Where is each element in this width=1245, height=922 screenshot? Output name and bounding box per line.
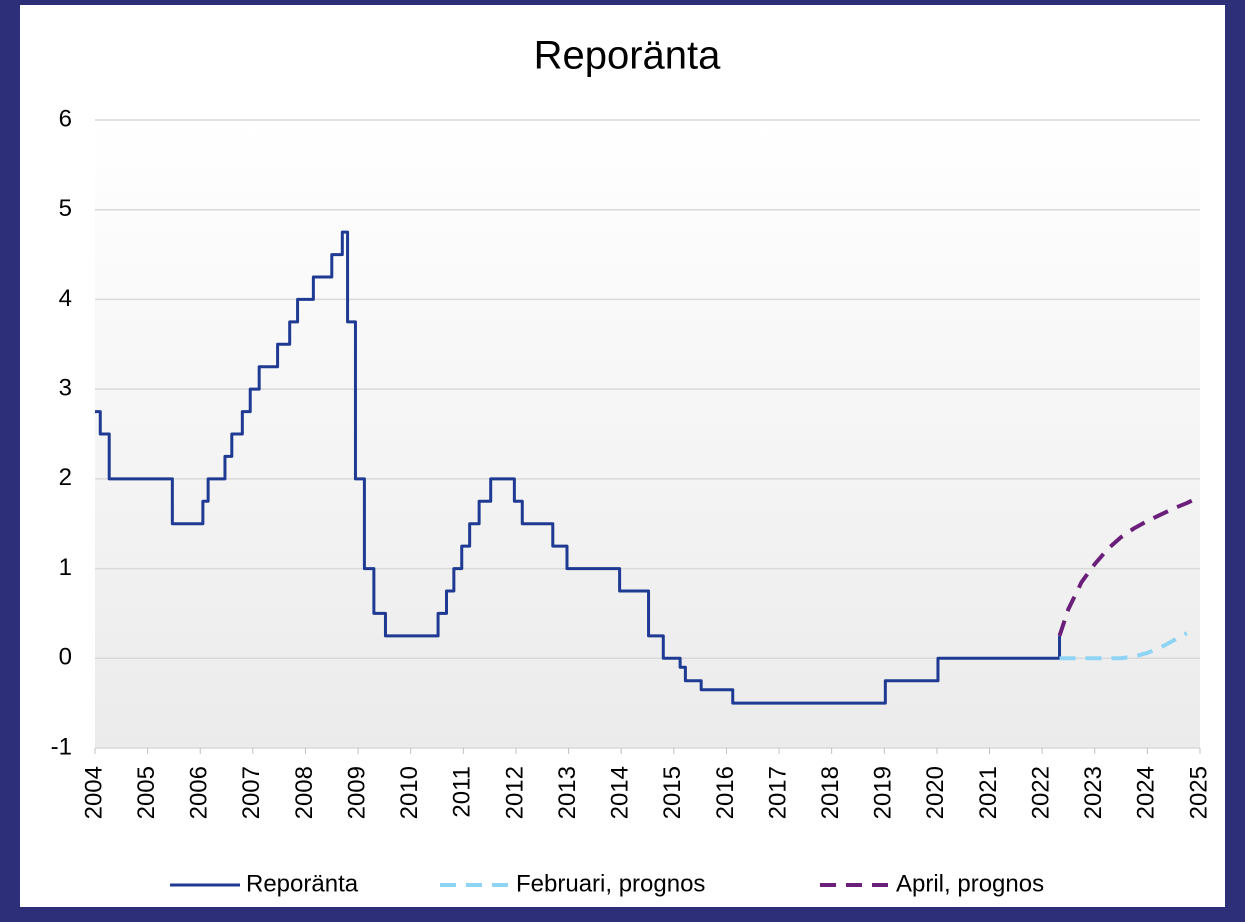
y-tick-label: 6 [59,105,72,132]
x-tick-label: 2016 [712,766,739,819]
x-tick-label: 2024 [1133,766,1160,819]
x-tick-label: 2023 [1080,766,1107,819]
x-tick-label: 2021 [975,766,1002,819]
x-tick-label: 2010 [396,766,423,819]
y-tick-label: -1 [51,733,72,760]
x-tick-label: 2008 [291,766,318,819]
x-tick-label: 2015 [659,766,686,819]
x-tick-label: 2025 [1185,766,1212,819]
x-tick-label: 2013 [554,766,581,819]
x-tick-label: 2006 [186,766,213,819]
y-tick-label: 3 [59,374,72,401]
series-line [1059,631,1188,661]
y-tick-label: 4 [59,285,72,312]
y-tick-label: 1 [59,554,72,581]
x-tick-label: 2014 [607,766,634,819]
legend-label: Reporänta [246,870,359,897]
series-line [1057,494,1201,637]
x-tick-label: 2004 [80,766,107,819]
y-tick-label: 5 [59,195,72,222]
y-tick-label: 0 [59,644,72,671]
legend-label: Februari, prognos [516,870,705,897]
x-tick-label: 2005 [133,766,160,819]
plot-area [95,120,1200,748]
x-tick-label: 2019 [870,766,897,819]
x-tick-label: 2009 [343,766,370,819]
y-tick-label: 2 [59,464,72,491]
x-tick-label: 2011 [449,766,476,818]
chart-title: Reporänta [534,34,722,78]
x-tick-label: 2007 [238,766,265,819]
x-tick-label: 2020 [922,766,949,819]
x-tick-label: 2018 [817,766,844,819]
legend-label: April, prognos [896,870,1044,897]
x-tick-label: 2012 [501,766,528,819]
series-line [95,230,1062,705]
x-tick-label: 2017 [764,766,791,819]
x-tick-label: 2022 [1027,766,1054,819]
